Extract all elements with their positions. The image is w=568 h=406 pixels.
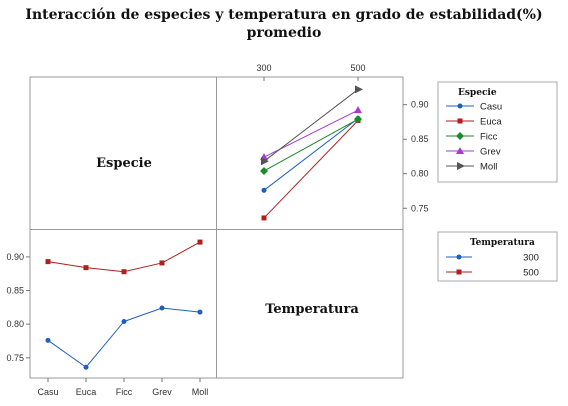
series-line-500 — [47, 241, 201, 273]
top-x-tick-label: 500 — [350, 63, 365, 73]
bottom-y-tick-label: 0.85 — [6, 286, 24, 296]
point-casu — [261, 187, 267, 193]
top-right-panel: 300 500 0.75 0.80 0.85 0.90 — [256, 63, 429, 221]
series-line-ficc — [263, 118, 359, 172]
legend-temperatura: Temperatura 300 500 — [437, 231, 558, 282]
legend-swatch-marker — [457, 103, 463, 109]
legend-item-label: Casu — [480, 102, 502, 113]
point-500 — [121, 269, 127, 275]
point-grev — [354, 106, 362, 114]
series-line-300 — [47, 307, 201, 368]
bottom-x-tick-label: Moll — [192, 387, 209, 397]
legend-especie-box — [437, 81, 558, 183]
top-y-tick-label: 0.85 — [411, 134, 429, 144]
legend-especie-title: Especie — [458, 88, 497, 98]
bottom-y-tick-label: 0.75 — [6, 353, 24, 363]
legend-swatch-marker — [457, 118, 463, 124]
legend-item-label: Grev — [480, 147, 501, 158]
legend-swatch-marker — [457, 162, 465, 170]
point-300 — [83, 364, 89, 370]
legend-item-label: Euca — [480, 117, 502, 128]
point-500 — [45, 259, 51, 265]
point-moll — [261, 157, 269, 166]
panel-label-temperatura: Temperatura — [265, 302, 359, 317]
point-300 — [121, 318, 127, 324]
point-500 — [197, 239, 203, 245]
legend-item-label: Moll — [480, 162, 497, 173]
top-x-tick-label: 300 — [256, 63, 271, 73]
point-euca — [261, 215, 267, 221]
point-300 — [197, 309, 203, 315]
series-line-moll — [263, 89, 359, 162]
point-ficc — [260, 166, 268, 175]
point-moll — [355, 85, 363, 94]
bottom-x-tick-label: Euca — [76, 387, 97, 397]
legend-swatch-marker — [456, 147, 464, 154]
bottom-y-tick-label: 0.80 — [6, 319, 24, 329]
legend-item-label: 500 — [523, 268, 539, 279]
legend-swatch-marker — [456, 132, 464, 140]
bottom-x-tick-label: Ficc — [116, 387, 133, 397]
top-y-tick-label: 0.80 — [411, 169, 429, 179]
title-line-2: promedio — [246, 25, 322, 41]
legend-especie: Especie Casu Euca Ficc Grev Moll — [437, 81, 558, 183]
bottom-x-tick-label: Casu — [37, 387, 58, 397]
top-y-tick-label: 0.90 — [411, 100, 429, 110]
bottom-x-tick-label: Grev — [152, 387, 172, 397]
legend-item-label: Ficc — [480, 132, 498, 143]
point-ficc — [354, 115, 362, 124]
panel-label-especie: Especie — [96, 156, 152, 171]
bottom-y-tick-label: 0.90 — [6, 252, 24, 262]
point-500 — [159, 260, 165, 266]
bottom-left-panel: Casu Euca Ficc Grev Moll 0.75 0.80 0.85 0.90 — [6, 239, 209, 397]
point-500 — [83, 265, 89, 271]
legend-item-label: 300 — [523, 253, 539, 264]
legend-temperatura-title: Temperatura — [470, 238, 535, 248]
title-line-1: Interacción de especies y temperatura en… — [25, 7, 543, 23]
point-300 — [45, 337, 51, 343]
series-line-euca — [263, 120, 359, 219]
point-300 — [159, 305, 165, 311]
legend-swatch-marker — [456, 254, 462, 260]
top-y-tick-label: 0.75 — [411, 203, 429, 213]
chart-title: Interacción de especies y temperatura en… — [0, 6, 568, 42]
legend-swatch-marker — [456, 269, 462, 275]
series-line-casu — [263, 118, 359, 191]
